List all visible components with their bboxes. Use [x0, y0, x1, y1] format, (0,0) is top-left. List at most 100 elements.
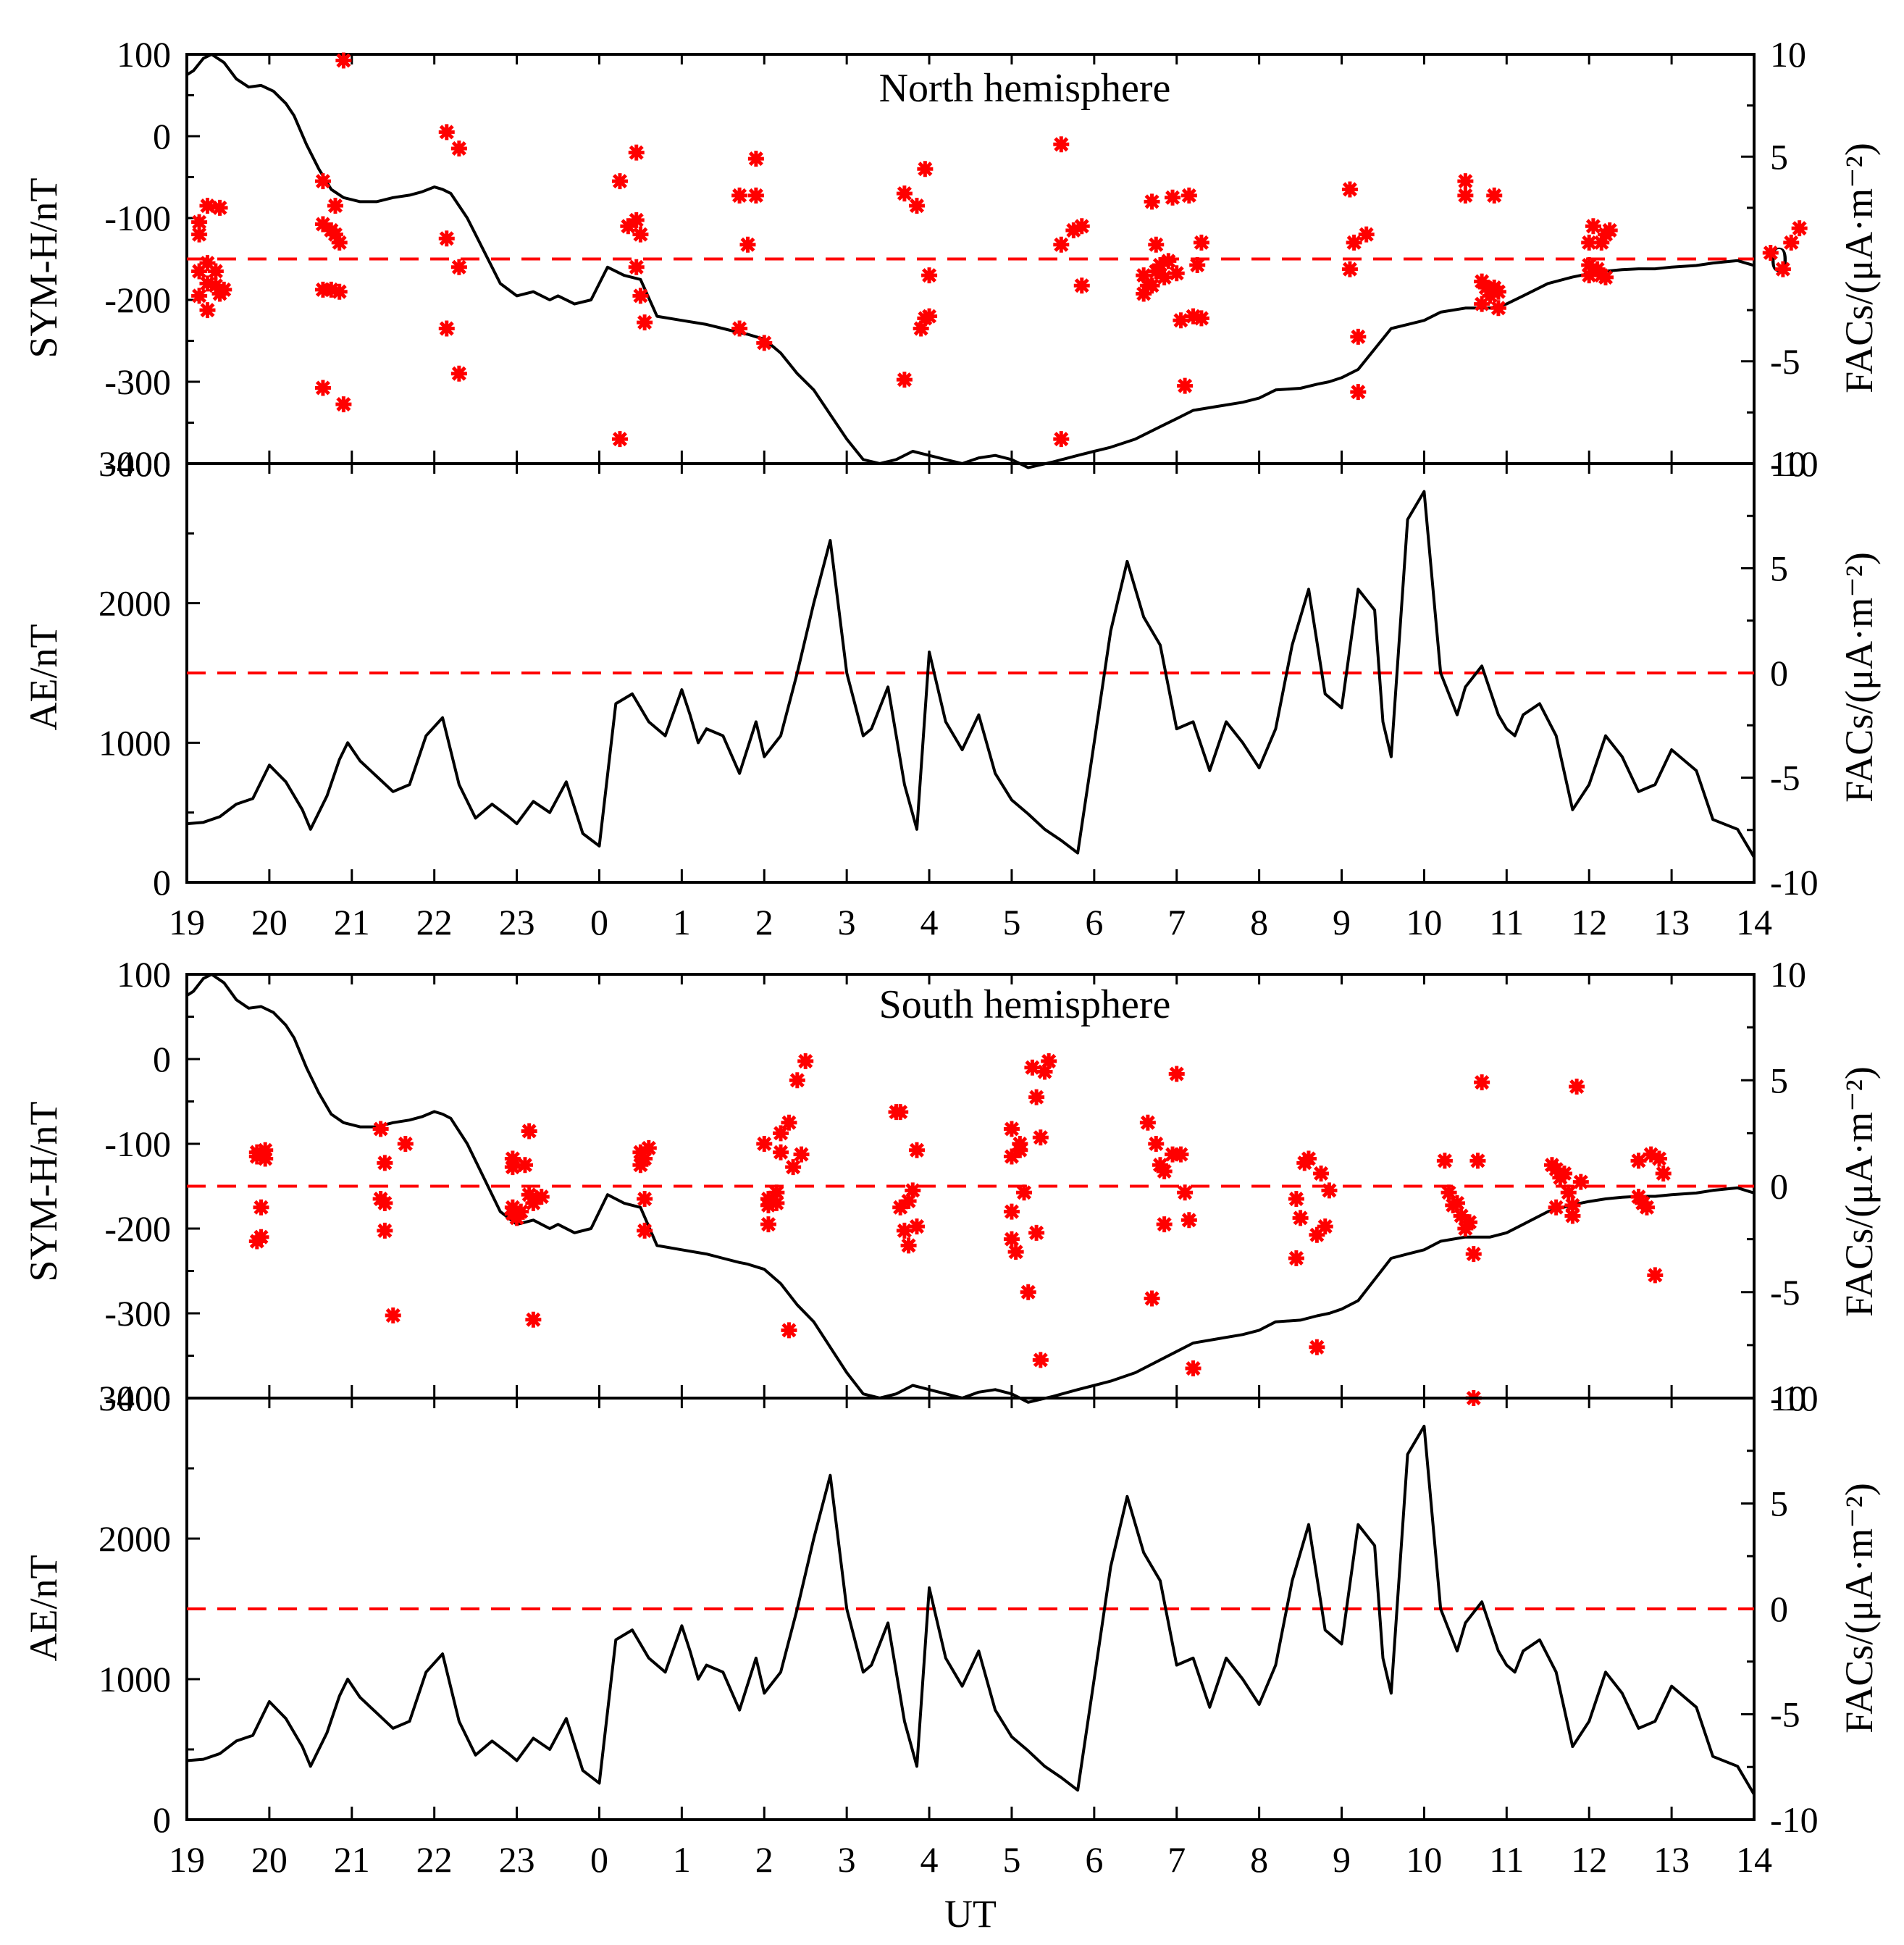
fac-marker — [1016, 1184, 1033, 1201]
fac-marker — [1003, 1121, 1020, 1137]
y-axis-label-left: AE/nT — [22, 1555, 65, 1662]
fac-marker — [1581, 267, 1598, 284]
fac-marker — [1168, 265, 1185, 282]
fac-marker — [789, 1072, 805, 1089]
fac-marker — [921, 267, 938, 284]
fac-marker — [327, 198, 344, 214]
fac-marker — [1791, 220, 1808, 237]
fac-marker — [1160, 253, 1177, 269]
x-tick-label: 3 — [838, 1839, 856, 1880]
fac-marker — [785, 1159, 802, 1176]
x-tick-label: 6 — [1085, 1839, 1103, 1880]
fac-marker — [1647, 1267, 1664, 1284]
fac-marker — [628, 259, 645, 275]
x-tick-label: 20 — [251, 1839, 288, 1880]
x-tick-label: 22 — [416, 1839, 453, 1880]
x-tick-label: 12 — [1571, 902, 1607, 942]
fac-marker — [637, 1150, 653, 1167]
fac-marker — [521, 1123, 537, 1139]
fac-marker — [1548, 1199, 1564, 1216]
panel-title: South hemisphere — [879, 982, 1171, 1027]
fac-marker — [191, 226, 208, 243]
y-tick-label: 100 — [117, 34, 171, 75]
fac-marker — [917, 161, 934, 177]
fac-marker — [1144, 193, 1160, 210]
fac-marker — [1783, 234, 1800, 251]
fac-marker — [513, 1203, 529, 1220]
fac-marker — [896, 372, 913, 388]
fac-marker — [1564, 1208, 1581, 1224]
fac-marker — [450, 259, 467, 275]
x-tick-label: 9 — [1333, 902, 1351, 942]
fac-marker — [377, 1222, 393, 1239]
fac-marker — [1358, 226, 1375, 243]
fac-marker — [760, 1197, 776, 1213]
y2-tick-label: 0 — [1770, 1589, 1788, 1629]
x-tick-label: 10 — [1406, 1839, 1442, 1880]
fac-marker — [892, 1199, 909, 1216]
fac-marker — [1156, 269, 1173, 285]
x-tick-label: 0 — [590, 1839, 608, 1880]
fac-marker — [793, 1146, 810, 1163]
y-tick-label: 0 — [153, 116, 171, 156]
fac-marker — [331, 283, 348, 300]
y-tick-label: 0 — [153, 1039, 171, 1079]
y2-tick-label: -10 — [1770, 862, 1819, 903]
fac-marker — [1189, 256, 1206, 273]
y-tick-label: -300 — [104, 1293, 171, 1334]
y-tick-label: 3000 — [98, 1378, 171, 1418]
y-tick-label: 2000 — [98, 583, 171, 624]
series-line — [185, 53, 1755, 469]
fac-marker — [211, 199, 228, 216]
fac-marker — [1193, 310, 1209, 327]
x-axis-south: 19 20 21 22 23 0 1 2 3 4 5 6 7 8 9 10 11 12 13 14 — [169, 1839, 1772, 1880]
y2-tick-label: -10 — [1770, 1378, 1819, 1418]
fac-marker — [773, 1144, 789, 1160]
fac-marker — [1168, 1066, 1185, 1082]
x-tick-label: 22 — [416, 902, 453, 942]
fac-marker — [760, 1216, 776, 1233]
fac-marker — [1177, 377, 1194, 394]
fac-marker — [257, 1150, 274, 1167]
x-tick-label: 23 — [499, 902, 535, 942]
fac-marker — [1482, 288, 1498, 304]
fac-marker — [637, 1222, 653, 1239]
fac-marker — [1173, 312, 1189, 329]
fac-marker — [1350, 328, 1367, 345]
fac-marker — [900, 1192, 917, 1209]
fac-marker — [731, 320, 748, 337]
fac-marker — [1028, 1224, 1045, 1241]
fac-marker — [1144, 277, 1160, 294]
y-tick-label: 1000 — [98, 1659, 171, 1699]
plot-frame — [185, 462, 1756, 884]
y-axis-label-right: FACs/(μA·m⁻²) — [1837, 1066, 1881, 1317]
x-tick-label: 4 — [920, 1839, 939, 1880]
fac-marker — [908, 1142, 925, 1158]
fac-marker — [1774, 261, 1791, 277]
fac-marker — [314, 281, 331, 298]
fac-marker — [1136, 285, 1152, 302]
plot-frame — [185, 1397, 1756, 1821]
fac-marker — [438, 124, 455, 141]
fac-marker — [1003, 1148, 1020, 1165]
fac-marker — [1180, 187, 1197, 204]
x-tick-label: 23 — [499, 1839, 535, 1880]
y-axis-label-left: SYM-H/nT — [22, 177, 65, 358]
fac-marker — [1321, 1182, 1338, 1199]
fac-marker — [896, 185, 913, 202]
fac-marker — [637, 1191, 653, 1208]
fac-marker — [521, 1187, 537, 1203]
x-tick-label: 11 — [1489, 902, 1524, 942]
fac-marker — [1180, 1212, 1197, 1229]
fac-marker — [632, 288, 649, 304]
x-tick-label: 2 — [755, 1839, 773, 1880]
y2-tick-label: 10 — [1770, 1378, 1806, 1418]
fac-marker — [797, 1053, 814, 1069]
fac-marker — [1655, 1165, 1672, 1181]
fac-marker — [207, 277, 224, 294]
fac-marker — [1148, 1136, 1165, 1152]
x-tick-label: 10 — [1406, 902, 1442, 942]
fac-marker — [1156, 1216, 1173, 1233]
x-axis-label: UT — [944, 1892, 997, 1936]
fac-marker — [1053, 236, 1070, 253]
